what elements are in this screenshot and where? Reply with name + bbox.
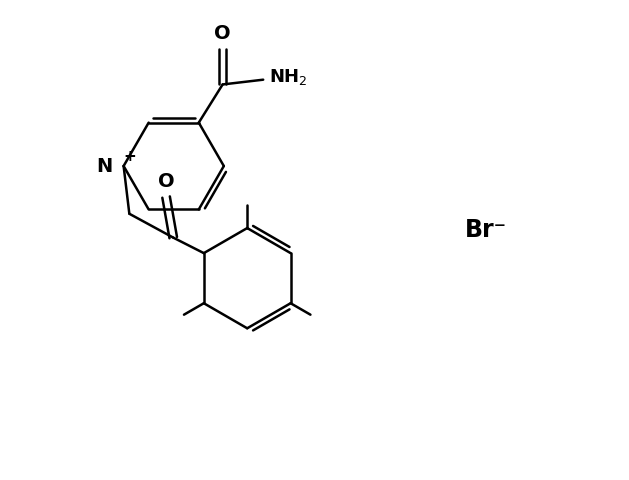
Text: O: O — [214, 24, 231, 43]
Text: NH$_2$: NH$_2$ — [269, 67, 308, 87]
Text: N: N — [96, 156, 113, 176]
Text: Br⁻: Br⁻ — [465, 218, 508, 242]
Text: +: + — [123, 149, 136, 164]
Text: O: O — [158, 172, 174, 192]
